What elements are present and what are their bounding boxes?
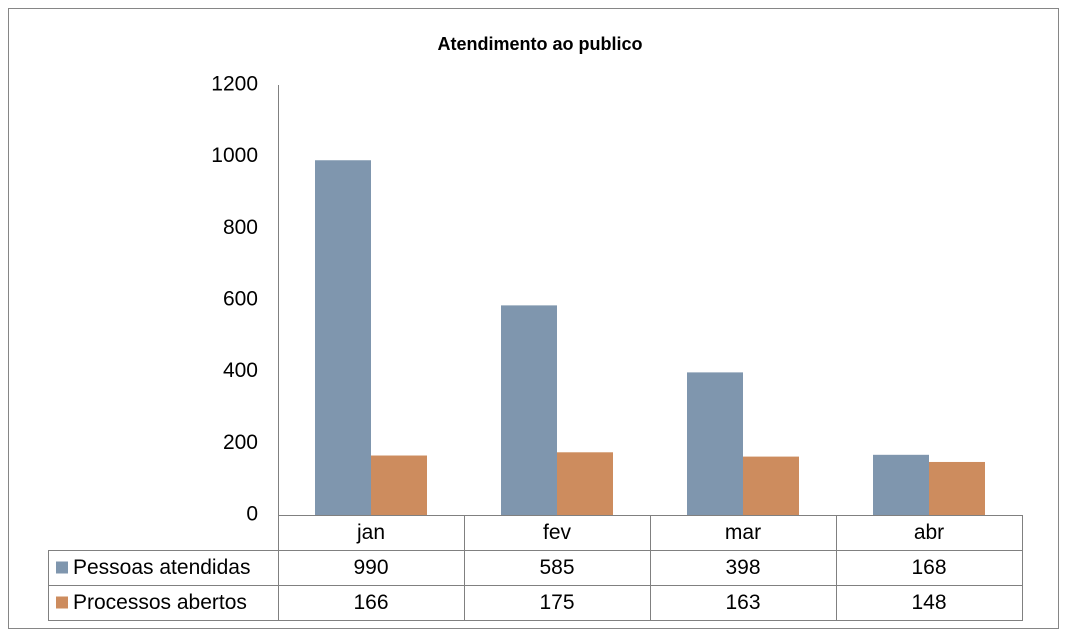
legend-swatch <box>56 596 68 609</box>
x-tick-label: jan <box>356 521 385 544</box>
y-tick-label: 1000 <box>211 144 258 167</box>
table-cell <box>48 585 1023 621</box>
y-tick-label: 800 <box>223 216 258 239</box>
y-tick-label: 200 <box>223 431 258 454</box>
bar <box>501 305 557 515</box>
bar <box>371 455 427 515</box>
x-tick-label: fev <box>543 521 572 544</box>
table-value: 990 <box>353 556 388 579</box>
x-tick-label: abr <box>914 521 944 544</box>
bar <box>743 456 799 515</box>
table-value: 148 <box>911 591 946 614</box>
table-value: 163 <box>725 591 760 614</box>
table-value: 168 <box>911 556 946 579</box>
bar <box>315 160 371 515</box>
bar <box>557 452 613 515</box>
bar <box>687 372 743 515</box>
bar <box>873 454 929 515</box>
legend-label: Pessoas atendidas <box>73 556 250 579</box>
chart-title: Atendimento ao publico <box>438 34 643 54</box>
bar <box>929 461 985 515</box>
y-tick-label: 600 <box>223 288 258 311</box>
table-value: 175 <box>539 591 574 614</box>
table-value: 166 <box>353 591 388 614</box>
y-tick-label: 1200 <box>211 73 258 96</box>
y-tick-label: 400 <box>223 359 258 382</box>
x-tick-label: mar <box>725 521 761 544</box>
table-value: 585 <box>539 556 574 579</box>
y-tick-label: 0 <box>246 503 258 526</box>
legend-swatch <box>56 561 68 574</box>
table-value: 398 <box>725 556 760 579</box>
legend-label: Processos abertos <box>73 591 247 614</box>
